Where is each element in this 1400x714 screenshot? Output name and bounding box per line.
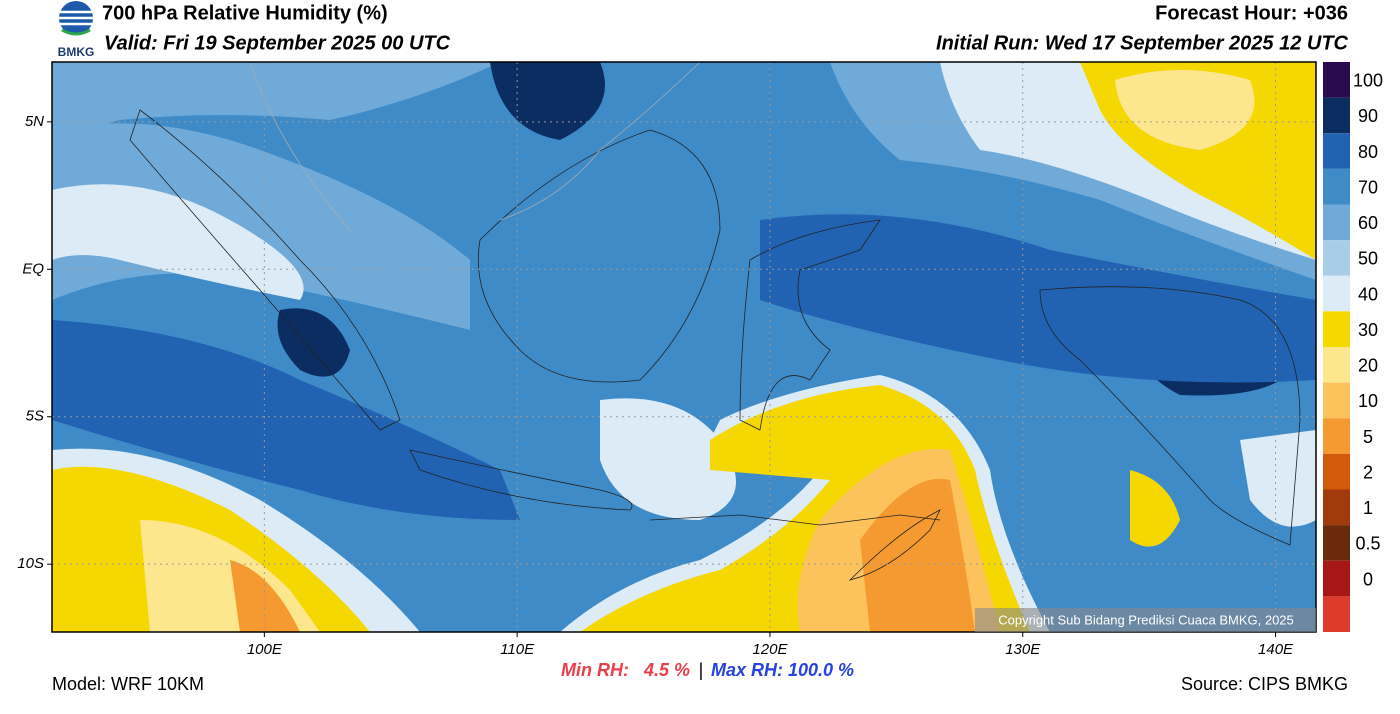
borders: [249, 61, 701, 231]
forecast-hour: Forecast Hour: +036: [1155, 2, 1348, 24]
colorbar-label: 5: [1363, 427, 1373, 447]
colorbar-label: 30: [1358, 320, 1378, 340]
colorbar-label: 20: [1358, 356, 1378, 376]
lat-tick-label: 10S: [17, 555, 44, 572]
colorbar-swatch: [1323, 382, 1350, 419]
lon-tick-label: 130E: [1005, 641, 1041, 658]
colorbar-label: 50: [1358, 249, 1378, 269]
colorbar-swatch: [1323, 453, 1350, 490]
lat-tick-label: EQ: [22, 260, 44, 277]
colorbar-swatch: [1323, 97, 1350, 134]
colorbar-swatch: [1323, 347, 1350, 383]
colorbar-label: 1: [1363, 498, 1373, 518]
colorbar-label: 80: [1358, 142, 1378, 162]
copyright-box: [975, 608, 1316, 632]
colorbar-swatch: [1323, 240, 1350, 276]
colorbar-swatch: [1323, 596, 1350, 632]
logo: BMKG: [58, 1, 95, 59]
lon-tick-label: 120E: [752, 641, 788, 658]
max-rh: Max RH: 100.0 %: [711, 660, 854, 680]
map-frame: [51, 61, 1317, 633]
colorbar-swatch: [1323, 275, 1350, 312]
colorbar-swatch: [1323, 560, 1350, 597]
colorbar-swatch: [1323, 311, 1350, 347]
model: Model: WRF 10KM: [52, 674, 204, 694]
colorbar-label: 40: [1358, 284, 1378, 304]
colorbar-label: 10: [1358, 391, 1378, 411]
lon-tick-label: 140E: [1258, 641, 1294, 658]
lat-tick-label: 5N: [25, 113, 44, 130]
colorbar-label: 0: [1363, 569, 1373, 589]
coastlines: [129, 109, 1301, 581]
min-rh: Min RH: 4.5 %: [561, 660, 690, 680]
separator: |: [699, 660, 704, 680]
colorbar-swatch: [1323, 133, 1350, 169]
logo-text: BMKG: [58, 45, 95, 59]
lat-tick-label: 5S: [26, 408, 44, 425]
colorbar: 100 90 80 70 60 50 40 30 20 10 5 2 1 0.5 0: [1323, 62, 1383, 632]
colorbar-label: 0.5: [1355, 534, 1380, 554]
title: 700 hPa Relative Humidity (%): [102, 2, 388, 24]
colorbar-label: 70: [1358, 177, 1378, 197]
humidity-field: [52, 62, 1316, 632]
lon-tick-label: 110E: [500, 641, 535, 658]
colorbar-label: 90: [1358, 106, 1378, 126]
colorbar-swatch: [1323, 204, 1350, 241]
source: Source: CIPS BMKG: [1181, 674, 1348, 694]
initial-run: Initial Run: Wed 17 September 2025 12 UT…: [936, 32, 1349, 54]
colorbar-swatch: [1323, 168, 1350, 205]
colorbar-label: 2: [1363, 462, 1373, 482]
colorbar-swatch: [1323, 525, 1350, 561]
lon-tick-label: 100E: [247, 641, 283, 658]
graticule: 100E 110E 120E 130E 140E 5N EQ 5S 10S: [17, 62, 1316, 658]
valid-time: Valid: Fri 19 September 2025 00 UTC: [104, 32, 451, 54]
colorbar-label: 100: [1353, 71, 1383, 91]
colorbar-label: 60: [1358, 213, 1378, 233]
colorbar-swatch: [1323, 489, 1350, 526]
colorbar-swatch: [1323, 418, 1350, 454]
colorbar-swatch: [1323, 62, 1350, 98]
copyright: Copyright Sub Bidang Prediksi Cuaca BMKG…: [998, 612, 1294, 627]
